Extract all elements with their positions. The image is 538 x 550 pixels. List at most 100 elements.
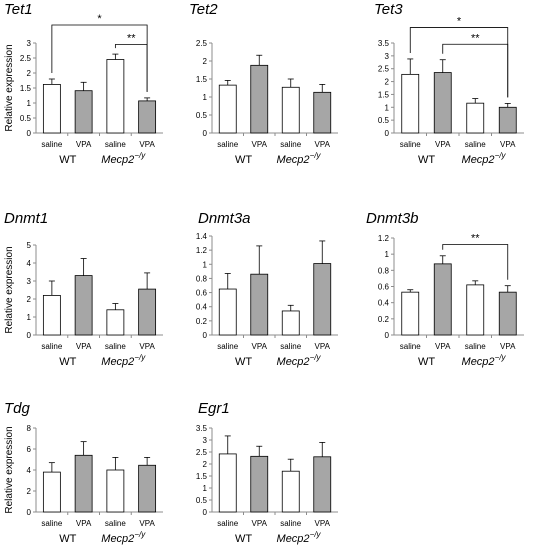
y-tick-label: 1	[203, 260, 208, 269]
group-label-mecp2-superscript: −/y	[134, 151, 146, 160]
chart-panel-tdg: Tdg Relative expression 0 2 4 6 8 saline VPA sali…	[4, 400, 163, 545]
x-tick-label: VPA	[500, 342, 516, 351]
y-tick-label: 1	[203, 484, 208, 493]
y-tick-label: 1.2	[378, 234, 390, 243]
y-axis-label: Relative expression	[4, 44, 15, 131]
y-tick-label: 1.2	[196, 246, 208, 255]
y-tick-label: 1	[27, 313, 32, 322]
group-label-wt: WT	[235, 356, 252, 368]
group-label-mecp2-superscript: −/y	[495, 353, 507, 362]
x-tick-label: saline	[41, 140, 62, 149]
y-tick-label: 1.5	[20, 84, 32, 93]
y-tick-label: 0	[203, 129, 208, 138]
y-tick-label: 0.2	[196, 317, 208, 326]
y-tick-label: 3	[203, 436, 208, 445]
bar-saline	[218, 84, 237, 134]
bar-vpa	[250, 64, 269, 134]
chart-title: Dnmt3a	[198, 210, 251, 227]
y-tick-label: 6	[27, 445, 32, 454]
group-label-mecp2: Mecp2−/y	[277, 353, 322, 368]
bar-vpa	[498, 291, 517, 336]
significance-bracket	[409, 27, 509, 98]
x-tick-label: VPA	[435, 342, 451, 351]
y-tick-label: 5	[27, 241, 32, 250]
group-label-mecp2-name: Mecp2	[277, 533, 310, 545]
group-label-mecp2-superscript: −/y	[310, 151, 322, 160]
bar-vpa	[498, 106, 517, 134]
y-tick-label: 1.5	[196, 472, 208, 481]
y-tick-label: 4	[27, 259, 32, 268]
bar-saline	[281, 470, 300, 513]
x-tick-label: VPA	[76, 140, 92, 149]
y-tick-label: 1	[203, 93, 208, 102]
chart-panel-dnmt3b: Dnmt3b 0 0.2 0.4 0.6 0.8 1 1.2 saline VPA saline VP…	[366, 210, 524, 368]
significance-label: *	[97, 13, 102, 25]
x-tick-label: saline	[280, 519, 301, 528]
y-tick-label: 3.5	[378, 39, 390, 48]
y-tick-label: 2.5	[196, 448, 208, 457]
bar-vpa	[74, 90, 93, 134]
x-tick-label: VPA	[500, 140, 516, 149]
y-tick-label: 0	[385, 129, 390, 138]
x-tick-label: saline	[280, 342, 301, 351]
group-label-mecp2: Mecp2−/y	[101, 530, 146, 545]
y-tick-label: 2	[27, 487, 32, 496]
group-label-mecp2-superscript: −/y	[134, 530, 146, 539]
y-tick-label: 0.5	[196, 111, 208, 120]
y-tick-label: 1	[385, 250, 390, 259]
significance-label: **	[471, 32, 480, 44]
x-tick-label: saline	[105, 140, 126, 149]
bar-vpa	[138, 464, 157, 513]
y-tick-label: 2.5	[378, 65, 390, 74]
group-label-wt: WT	[59, 533, 76, 545]
y-tick-label: 0.4	[378, 299, 390, 308]
y-tick-label: 0	[203, 508, 208, 517]
chart-title: Egr1	[198, 400, 230, 417]
group-label-wt: WT	[59, 356, 76, 368]
x-tick-label: VPA	[252, 140, 268, 149]
y-tick-label: 1.4	[196, 232, 208, 241]
y-tick-label: 0.8	[196, 274, 208, 283]
group-label-mecp2: Mecp2−/y	[462, 353, 507, 368]
x-tick-label: saline	[41, 519, 62, 528]
y-tick-label: 1.5	[378, 90, 390, 99]
y-tick-label: 0.5	[20, 114, 32, 123]
y-tick-label: 2	[385, 78, 390, 87]
group-label-mecp2-name: Mecp2	[101, 533, 134, 545]
group-label-wt: WT	[235, 154, 252, 166]
x-tick-label: VPA	[139, 342, 155, 351]
bar-saline	[106, 469, 125, 513]
y-tick-label: 2	[27, 69, 32, 78]
bar-saline	[466, 284, 485, 336]
x-tick-label: VPA	[252, 342, 268, 351]
chart-panel-dnmt3a: Dnmt3a 0 0.2 0.4 0.6 0.8 1 1.2 1.4 saline VPA salin…	[196, 210, 338, 368]
group-label-mecp2: Mecp2−/y	[462, 151, 507, 166]
chart-title: Dnmt1	[4, 210, 48, 227]
y-tick-label: 0.6	[378, 283, 390, 292]
bar-saline	[401, 73, 420, 134]
x-tick-label: VPA	[315, 140, 331, 149]
group-label-wt: WT	[418, 356, 435, 368]
y-tick-label: 1	[385, 103, 390, 112]
group-label-wt: WT	[418, 154, 435, 166]
bar-saline	[466, 102, 485, 134]
bar-vpa	[250, 455, 269, 513]
y-tick-label: 1	[27, 99, 32, 108]
y-tick-label: 2.5	[20, 54, 32, 63]
bar-vpa	[74, 275, 93, 336]
x-tick-label: VPA	[139, 519, 155, 528]
y-tick-label: 0	[27, 331, 32, 340]
group-label-mecp2: Mecp2−/y	[101, 151, 146, 166]
group-label-wt: WT	[235, 533, 252, 545]
bar-saline	[106, 309, 125, 336]
y-tick-label: 0.6	[196, 289, 208, 298]
x-tick-label: saline	[217, 140, 238, 149]
y-tick-label: 3	[385, 52, 390, 61]
bar-saline	[218, 288, 237, 336]
y-tick-label: 3	[27, 39, 32, 48]
bar-saline	[281, 310, 300, 336]
chart-panel-dnmt1: Dnmt1 Relative expression 0 1 2 3 4 5 saline VPA s…	[4, 210, 163, 368]
